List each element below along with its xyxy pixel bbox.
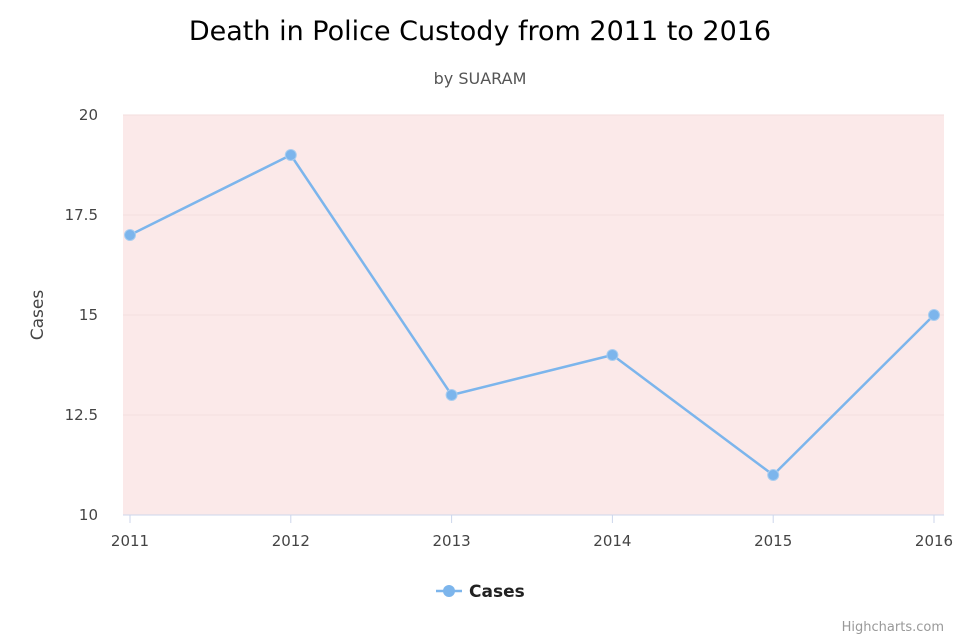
series-cases[interactable] <box>124 149 940 481</box>
y-tick-label: 12.5 <box>65 406 98 424</box>
x-tick-label: 2015 <box>754 532 792 550</box>
y-tick-label: 20 <box>79 106 98 124</box>
data-point[interactable] <box>445 389 458 401</box>
x-tick-label: 2012 <box>272 532 310 550</box>
x-tick-label: 2013 <box>433 532 471 550</box>
data-point[interactable] <box>124 229 136 241</box>
legend-item-cases[interactable]: Cases <box>469 582 525 602</box>
series-line[interactable] <box>128 153 936 477</box>
data-point[interactable] <box>284 149 297 161</box>
y-axis: 10 12.5 15 17.5 20 <box>65 106 98 524</box>
credits-link[interactable]: Highcharts.com <box>842 620 944 635</box>
data-point[interactable] <box>606 349 619 361</box>
x-tick-label: 2011 <box>111 532 149 550</box>
x-tick-label: 2016 <box>915 532 953 550</box>
data-point[interactable] <box>767 469 780 481</box>
legend-marker-icon[interactable] <box>443 585 455 597</box>
y-tick-label: 17.5 <box>65 206 98 224</box>
x-tick-label: 2014 <box>593 532 631 550</box>
legend[interactable]: Cases <box>436 582 525 602</box>
y-tick-label: 10 <box>79 506 98 524</box>
gridlines <box>123 114 944 416</box>
x-axis: 2011 2012 2013 2014 2015 2016 <box>111 514 953 550</box>
y-tick-label: 15 <box>79 306 98 324</box>
y-axis-title: Cases <box>28 290 48 341</box>
chart-title: Death in Police Custody from 2011 to 201… <box>189 16 771 47</box>
data-point[interactable] <box>928 309 940 321</box>
chart-subtitle: by SUARAM <box>434 69 527 88</box>
